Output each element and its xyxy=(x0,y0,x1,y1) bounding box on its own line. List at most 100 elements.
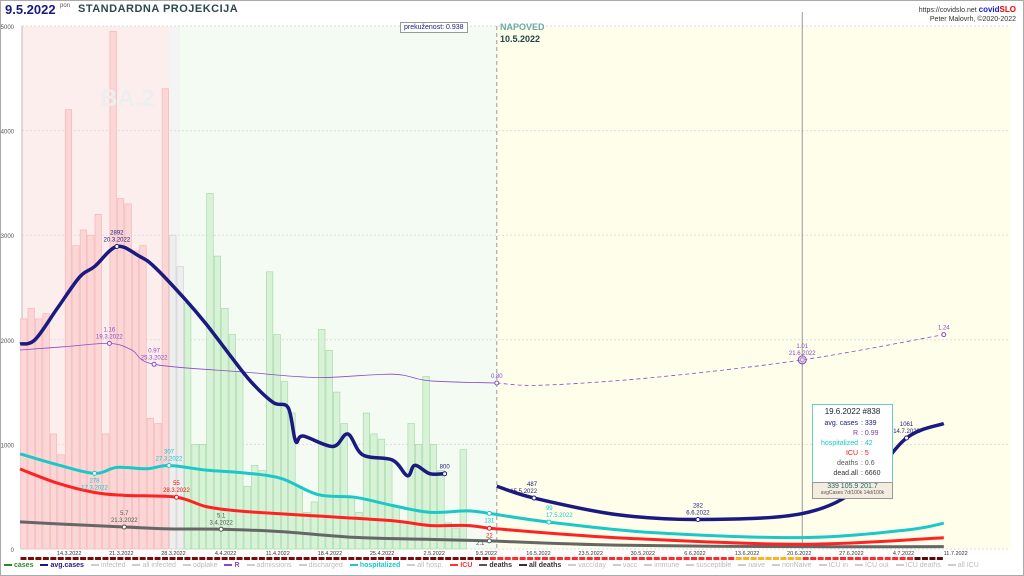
legend-item[interactable]: susceptible xyxy=(686,562,731,569)
legend-item[interactable]: cases xyxy=(4,562,33,569)
legend-item[interactable]: odplake xyxy=(182,562,217,569)
legend-swatch xyxy=(479,564,488,567)
legend-item[interactable]: avg.cases xyxy=(40,562,84,569)
legend: cases avg.cases infected all infected odplak… xyxy=(4,562,1020,569)
date-strip-cell xyxy=(303,557,310,560)
case-bar xyxy=(318,329,326,550)
legend-item[interactable]: all ICU xyxy=(947,562,979,569)
hover-marker xyxy=(797,355,807,365)
date-strip-cell xyxy=(109,557,116,560)
x-tick-label: 11.7.2022 xyxy=(944,551,968,557)
case-bar xyxy=(310,501,318,550)
annotation-marker xyxy=(695,517,701,523)
tooltip-footer-caption: avgCases 7d/100k 14d/100k xyxy=(820,490,885,496)
legend-swatch xyxy=(246,564,255,567)
annotation-marker xyxy=(114,243,120,249)
avg.cases-forecast-line xyxy=(496,421,945,522)
annotation-marker xyxy=(173,494,179,500)
date-strip-cell xyxy=(884,557,891,560)
brand-logo: covidSLO xyxy=(978,5,1016,14)
date-strip-cell xyxy=(869,557,876,560)
x-tick-label: 18.4.2022 xyxy=(318,551,342,557)
tooltip-value: 5 xyxy=(864,450,869,457)
x-tick-label: 2.5.2022 xyxy=(423,551,444,557)
legend-swatch xyxy=(771,564,780,567)
date-strip-cell xyxy=(244,557,250,560)
legend-item[interactable]: ICU out xyxy=(855,562,889,569)
date-strip-cell xyxy=(623,557,630,560)
annotation-marker xyxy=(486,525,492,531)
legend-item[interactable]: all infected xyxy=(132,562,176,569)
date-strip-cell xyxy=(102,557,109,560)
annotation-value: 2.1 xyxy=(476,541,485,547)
date-strip-cell xyxy=(378,557,385,560)
legend-item[interactable]: ICU in xyxy=(818,562,848,569)
date-strip-cell xyxy=(735,557,742,560)
date-strip-cell xyxy=(489,557,496,560)
legend-item[interactable]: vacc xyxy=(612,562,637,569)
legend-item[interactable]: nonNaive xyxy=(771,562,812,569)
date-strip-cell xyxy=(311,557,318,560)
date-strip-cell xyxy=(95,557,101,560)
date-strip-cell xyxy=(437,557,444,560)
date-strip-cell xyxy=(772,557,779,560)
case-bar xyxy=(49,433,58,550)
legend-item[interactable]: infected xyxy=(90,562,126,569)
hover-tooltip: 19.6.2022 #838 avg. cases: 339 R: 0.99 hos… xyxy=(812,404,893,483)
site-url[interactable]: https://covidslo.net xyxy=(918,7,977,14)
legend-item[interactable]: immune xyxy=(644,562,679,569)
annotation-value: 22 xyxy=(486,533,493,539)
legend-label: hospitalized xyxy=(359,562,401,569)
date-strip-cell xyxy=(154,557,161,560)
legend-swatch xyxy=(182,564,191,567)
date-strip-cell xyxy=(840,557,846,560)
date-strip-cell xyxy=(549,557,556,560)
date-strip-cell xyxy=(27,557,34,560)
legend-item[interactable]: hospitalized xyxy=(349,562,401,569)
case-bar xyxy=(392,506,400,550)
date-strip-cell xyxy=(206,557,213,560)
legend-item[interactable]: discharged xyxy=(298,562,343,569)
hospitalized-line xyxy=(19,452,490,515)
annotation-marker xyxy=(546,519,552,525)
date-strip-cell xyxy=(407,557,414,560)
legend-item[interactable]: admissions xyxy=(246,562,292,569)
tooltip-row: deaths: 0.6 xyxy=(813,459,892,469)
date-strip-cell xyxy=(124,557,131,560)
x-tick-label: 23.5.2022 xyxy=(578,551,602,557)
legend-item[interactable]: ICU deaths xyxy=(895,562,941,569)
legend-item[interactable]: deaths xyxy=(479,562,512,569)
date-strip-cell xyxy=(325,557,332,560)
tooltip-row: ICU: 5 xyxy=(813,449,892,459)
date-strip-cell xyxy=(676,557,683,560)
date-strip-cell xyxy=(571,557,578,560)
legend-label: discharged xyxy=(308,562,343,569)
case-bar xyxy=(124,203,132,550)
legend-label: infected xyxy=(100,562,126,569)
legend-item[interactable]: all hosp. xyxy=(407,562,443,569)
case-bar xyxy=(87,234,95,550)
legend-item[interactable]: naive xyxy=(738,562,765,569)
date-strip-cell xyxy=(340,557,347,560)
annotation-date: 17.5.2022 xyxy=(546,513,573,519)
date-strip-cell xyxy=(936,557,943,560)
case-bar xyxy=(213,255,221,550)
date-strip-cell xyxy=(542,557,548,560)
legend-item[interactable]: all deaths xyxy=(518,562,561,569)
ICU-forecast-line xyxy=(489,526,944,546)
date-strip-cell xyxy=(795,557,802,560)
y-tick-label: 4000 xyxy=(1,130,15,136)
x-tick-label: 11.4.2022 xyxy=(266,551,290,557)
legend-label: all infected xyxy=(142,562,176,569)
annotation-marker xyxy=(92,470,97,476)
case-bar xyxy=(429,444,438,550)
legend-item[interactable]: vacc/day xyxy=(568,562,606,569)
date-strip-cell xyxy=(556,557,563,560)
legend-item[interactable]: R xyxy=(224,562,240,569)
legend-item[interactable]: ICU xyxy=(450,562,472,569)
ICU-line xyxy=(19,467,490,530)
annotation-value: 5.1 xyxy=(217,513,226,519)
date-strip-cell xyxy=(199,557,206,560)
date-strip-cell xyxy=(355,557,362,560)
tooltip-value: 0.99 xyxy=(864,430,879,437)
